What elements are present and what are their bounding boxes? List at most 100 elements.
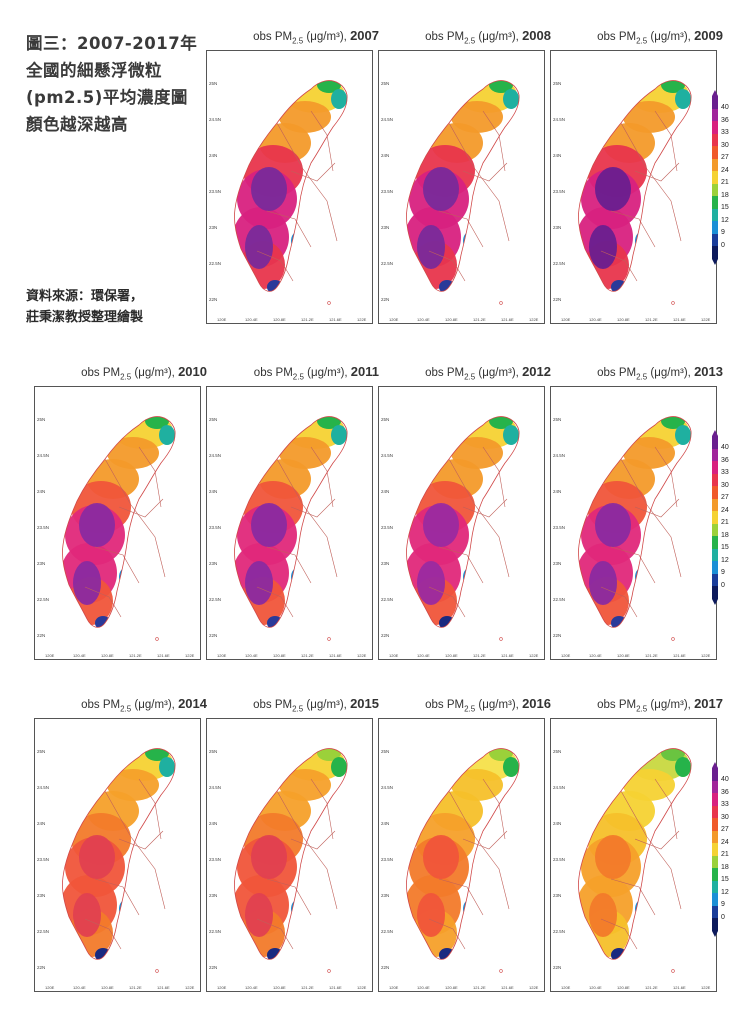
y-tick-label: 23N xyxy=(381,225,390,230)
y-tick-label: 23.5N xyxy=(209,525,222,530)
small-island xyxy=(671,301,675,305)
coastline xyxy=(62,416,176,628)
panel-year: 2011 xyxy=(350,364,379,379)
panel-year: 2017 xyxy=(694,696,723,711)
concentration-patch xyxy=(417,893,445,937)
small-island xyxy=(327,969,331,973)
y-tick-label: 23.5N xyxy=(381,857,394,862)
y-tick-label: 23.5N xyxy=(553,525,566,530)
colorbar-label: 27 xyxy=(721,154,729,161)
colorbar-segment xyxy=(712,536,718,549)
x-tick-label: 122E xyxy=(701,317,711,322)
panel-title-unit: (μg/m³), xyxy=(131,367,179,379)
county-boundary xyxy=(290,162,336,182)
panel-title-prefix: obs PM xyxy=(253,367,293,379)
taiwan-map: 25N 24.5N 24N 23.5N 23N 22.5N 22N 120E 120.4E 120… xyxy=(206,718,373,992)
coastline xyxy=(578,748,692,960)
panel-title-unit: (μg/m³), xyxy=(475,367,523,379)
y-tick-label: 24.5N xyxy=(37,453,50,458)
y-tick-label: 25N xyxy=(553,749,562,754)
coastline xyxy=(234,416,348,628)
data-source-note: 資料來源：環保署， 莊秉潔教授整理繪製 xyxy=(26,286,143,328)
concentration-patch xyxy=(331,89,347,109)
y-tick-label: 24.5N xyxy=(553,453,566,458)
colorbar-label: 9 xyxy=(721,569,725,576)
colorbar-segment xyxy=(712,196,718,209)
map-panel: obs PM2.5 (μg/m³), 2016 25N 24.5N 24N 23.5N 2… xyxy=(375,696,551,992)
concentration-patch xyxy=(245,225,273,269)
colorbar-label: 36 xyxy=(721,456,729,464)
taiwan-map: 25N 24.5N 24N 23.5N 23N 22.5N 22N 120E 120.4E 120… xyxy=(378,386,545,660)
colorbar-label: 30 xyxy=(721,481,729,489)
panel-title-subscript: 2.5 xyxy=(120,372,132,382)
county-boundary xyxy=(610,210,656,248)
concentration-patch xyxy=(463,231,479,251)
panel-year: 2010 xyxy=(178,364,207,379)
concentration-patch xyxy=(423,503,459,547)
y-tick-label: 22.5N xyxy=(209,929,222,934)
x-tick-label: 121.2E xyxy=(473,317,486,322)
colorbar-label: 24 xyxy=(721,166,729,174)
county-boundary xyxy=(610,546,656,584)
x-tick-label: 121.2E xyxy=(301,653,314,658)
colorbar-segment xyxy=(712,511,718,524)
panel-title-unit: (μg/m³), xyxy=(475,699,523,711)
x-tick-label: 120.4E xyxy=(589,317,602,322)
x-tick-label: 120.8E xyxy=(445,653,458,658)
county-boundary xyxy=(620,122,682,242)
colorbar-label: 33 xyxy=(721,801,729,808)
x-tick-label: 122E xyxy=(357,653,367,658)
small-island xyxy=(155,637,159,641)
colorbar-segment xyxy=(712,548,718,561)
county-boundary xyxy=(310,446,334,508)
concentration-patch xyxy=(635,899,651,919)
concentration-patch xyxy=(119,567,135,587)
x-tick-label: 121.6E xyxy=(501,317,514,322)
county-boundary xyxy=(654,446,678,508)
panel-title-unit: (μg/m³), xyxy=(303,699,351,711)
y-tick-label: 23.5N xyxy=(37,525,50,530)
source-line-2: 莊秉潔教授整理繪製 xyxy=(26,310,144,325)
coastline xyxy=(578,80,692,292)
y-tick-label: 24N xyxy=(209,821,218,826)
y-tick-label: 24N xyxy=(381,821,390,826)
county-boundary xyxy=(438,210,484,248)
x-tick-label: 120.4E xyxy=(417,317,430,322)
y-tick-label: 24.5N xyxy=(37,785,50,790)
concentration-patch xyxy=(331,757,347,777)
colorbar-label: 0 xyxy=(721,241,725,249)
colorbar-segment xyxy=(712,868,718,881)
concentration-patch xyxy=(291,567,307,587)
panel-title-prefix: obs PM xyxy=(81,367,121,379)
colorbar: 40 36 33 30 27 24 21 18 15 12 9 0 xyxy=(712,90,740,296)
y-tick-label: 22.5N xyxy=(381,597,394,602)
x-tick-label: 120E xyxy=(389,653,399,658)
colorbar-label: 33 xyxy=(721,129,729,136)
panel-year: 2009 xyxy=(694,28,723,43)
y-tick-label: 24.5N xyxy=(209,785,222,790)
x-tick-label: 122E xyxy=(185,985,195,990)
panel-title-unit: (μg/m³), xyxy=(131,699,179,711)
x-tick-label: 120E xyxy=(217,985,227,990)
concentration-patch xyxy=(635,231,651,251)
y-tick-label: 23.5N xyxy=(37,857,50,862)
panel-title: obs PM2.5 (μg/m³), 2015 xyxy=(203,696,379,714)
y-tick-label: 24.5N xyxy=(553,785,566,790)
source-line-1: 資料來源：環保署， xyxy=(26,289,144,304)
panel-title-subscript: 2.5 xyxy=(292,704,304,714)
panel-title-prefix: obs PM xyxy=(425,367,465,379)
pm25-contour-map xyxy=(578,748,692,973)
pm25-contour-map xyxy=(62,748,176,973)
colorbar-segment xyxy=(712,893,718,906)
county-boundary xyxy=(256,586,294,618)
x-tick-label: 120.8E xyxy=(445,317,458,322)
x-tick-label: 120E xyxy=(45,985,55,990)
y-tick-label: 22N xyxy=(209,297,218,302)
colorbar-label: 15 xyxy=(721,876,729,883)
y-tick-label: 23.5N xyxy=(381,525,394,530)
map-panel: obs PM2.5 (μg/m³), 2013 25N 24.5N 24N 23.5N 2… xyxy=(547,364,723,660)
map-panel: obs PM2.5 (μg/m³), 2011 25N 24.5N 24N 23.5N 2… xyxy=(203,364,379,660)
colorbar-segment xyxy=(712,855,718,868)
map-panel: obs PM2.5 (μg/m³), 2010 25N 24.5N 24N 23.5N 2… xyxy=(31,364,207,660)
colorbar-segment xyxy=(712,830,718,843)
